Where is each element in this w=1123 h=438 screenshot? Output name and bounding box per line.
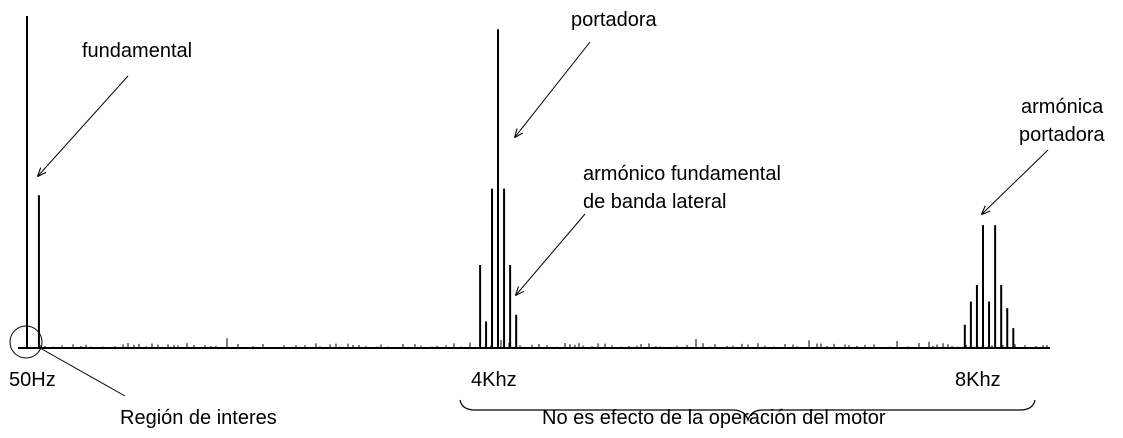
- spectral-peaks: [26, 16, 1015, 348]
- annotation-region: Región de interes: [120, 407, 277, 429]
- carrier-harmonic-arrow: [982, 149, 1049, 214]
- x-tick-label-8khz: 8Khz: [955, 369, 1001, 391]
- annotation-sideband-line2: de banda lateral: [583, 191, 726, 213]
- region-leader-line: [39, 347, 126, 397]
- annotation-brace: No es efecto de la operación del motor: [542, 407, 886, 429]
- annotation-carrier-harmonic-line2: portadora: [1019, 124, 1105, 146]
- fundamental-arrow: [38, 75, 129, 176]
- annotation-carrier-harmonic-line1: armónica: [1021, 96, 1104, 118]
- annotation-carrier: portadora: [571, 9, 657, 31]
- annotation-sideband-line1: armónico fundamental: [583, 163, 781, 185]
- annotation-fundamental: fundamental: [82, 40, 192, 62]
- x-tick-label-4khz: 4Khz: [471, 369, 517, 391]
- region-circle: [9, 325, 43, 359]
- brace: [459, 399, 1036, 423]
- sideband-arrow: [516, 213, 586, 295]
- carrier-arrow: [515, 41, 591, 137]
- noise-floor: [39, 338, 1048, 348]
- x-tick-label-50hz: 50Hz: [9, 369, 56, 391]
